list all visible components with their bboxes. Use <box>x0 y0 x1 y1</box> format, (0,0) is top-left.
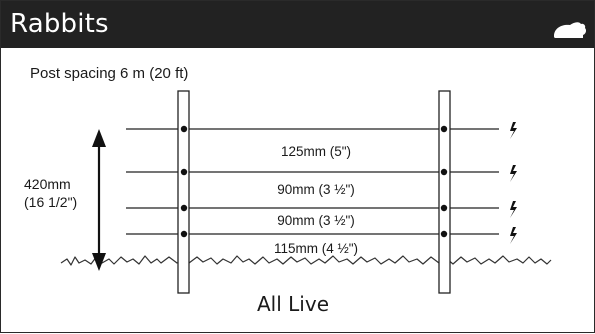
wire-gap-label: 125mm (5") <box>280 144 352 159</box>
header-bar: Rabbits <box>1 1 594 48</box>
insulator <box>440 125 448 133</box>
wire-mode-label: All Live <box>257 292 329 316</box>
insulator <box>180 168 188 176</box>
height-arrow-head-top <box>92 129 106 147</box>
page-title: Rabbits <box>10 9 109 39</box>
insulator <box>180 230 188 238</box>
fence-height-label: 420mm (16 1/2") <box>24 175 77 211</box>
wire-gap-label: 90mm (3 ½") <box>277 213 355 228</box>
fence-post-left <box>177 90 190 294</box>
height-arrow-head-bottom <box>92 253 106 271</box>
fence-post-right <box>438 90 451 294</box>
grass-line <box>60 255 552 266</box>
fence-height-mm: 420mm <box>24 176 71 192</box>
lightning-bolt-icon <box>510 227 517 244</box>
insulator <box>440 168 448 176</box>
rabbit-icon <box>554 22 587 38</box>
fence-height-in: (16 1/2") <box>24 194 78 210</box>
insulator <box>440 204 448 212</box>
insulator <box>180 125 188 133</box>
insulator <box>180 204 188 212</box>
lightning-bolt-icon <box>510 201 517 218</box>
insulator <box>440 230 448 238</box>
wire-gap-label: 115mm (4 ½") <box>273 241 359 256</box>
post-spacing-label: Post spacing 6 m (20 ft) <box>30 65 189 82</box>
wire-gap-label: 90mm (3 ½") <box>277 182 355 197</box>
lightning-bolt-icon <box>510 165 517 182</box>
lightning-bolt-icon <box>510 122 517 139</box>
